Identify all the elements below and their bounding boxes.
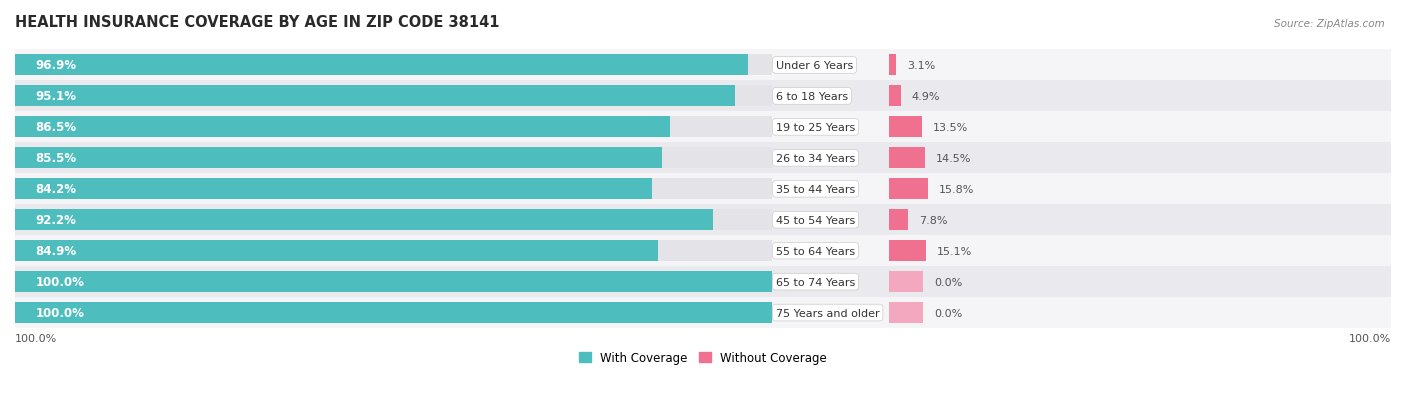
Text: 19 to 25 Years: 19 to 25 Years [776, 123, 855, 133]
Bar [15, 210, 772, 231]
Bar [15, 55, 772, 76]
Bar [15, 236, 1391, 266]
Text: 55 to 64 Years: 55 to 64 Years [776, 246, 855, 256]
Text: Source: ZipAtlas.com: Source: ZipAtlas.com [1274, 19, 1385, 28]
Bar [15, 86, 735, 107]
Legend: With Coverage, Without Coverage: With Coverage, Without Coverage [574, 347, 832, 369]
Bar [889, 117, 922, 138]
Bar [889, 302, 924, 323]
Text: 95.1%: 95.1% [35, 90, 77, 103]
Text: 13.5%: 13.5% [934, 123, 969, 133]
Bar [15, 143, 1391, 174]
Bar [15, 271, 772, 292]
Bar [889, 55, 897, 76]
Bar [15, 240, 658, 261]
Bar [15, 112, 1391, 143]
Text: 92.2%: 92.2% [35, 214, 76, 227]
Bar [15, 86, 772, 107]
Bar [889, 240, 927, 261]
Text: 45 to 54 Years: 45 to 54 Years [776, 215, 855, 225]
Bar [15, 205, 1391, 236]
Text: 86.5%: 86.5% [35, 121, 77, 134]
Bar [889, 86, 901, 107]
Text: 84.9%: 84.9% [35, 244, 77, 258]
Text: 0.0%: 0.0% [934, 277, 963, 287]
Text: 26 to 34 Years: 26 to 34 Years [776, 154, 855, 164]
Bar [15, 266, 1391, 297]
Bar [15, 55, 748, 76]
Text: 15.1%: 15.1% [938, 246, 973, 256]
Bar [15, 81, 1391, 112]
Text: 100.0%: 100.0% [35, 306, 84, 319]
Bar [15, 50, 1391, 81]
Text: Under 6 Years: Under 6 Years [776, 61, 853, 71]
Text: 7.8%: 7.8% [920, 215, 948, 225]
Text: 100.0%: 100.0% [35, 275, 84, 288]
Text: 96.9%: 96.9% [35, 59, 77, 72]
Bar [15, 179, 772, 200]
Bar [15, 148, 772, 169]
Text: 85.5%: 85.5% [35, 152, 77, 165]
Text: HEALTH INSURANCE COVERAGE BY AGE IN ZIP CODE 38141: HEALTH INSURANCE COVERAGE BY AGE IN ZIP … [15, 15, 499, 30]
Text: 14.5%: 14.5% [935, 154, 972, 164]
Bar [889, 148, 925, 169]
Bar [15, 302, 772, 323]
Bar [15, 271, 772, 292]
Text: 35 to 44 Years: 35 to 44 Years [776, 184, 855, 194]
Text: 100.0%: 100.0% [15, 333, 58, 343]
Bar [15, 174, 1391, 205]
Text: 84.2%: 84.2% [35, 183, 77, 196]
Bar [15, 179, 652, 200]
Text: 15.8%: 15.8% [939, 184, 974, 194]
Text: 100.0%: 100.0% [1348, 333, 1391, 343]
Bar [15, 117, 669, 138]
Bar [889, 210, 908, 231]
Text: 65 to 74 Years: 65 to 74 Years [776, 277, 855, 287]
Text: 4.9%: 4.9% [912, 92, 941, 102]
Bar [889, 179, 928, 200]
Bar [15, 148, 662, 169]
Bar [889, 271, 924, 292]
Text: 3.1%: 3.1% [907, 61, 936, 71]
Text: 75 Years and older: 75 Years and older [776, 308, 880, 318]
Bar [15, 297, 1391, 328]
Bar [15, 302, 772, 323]
Text: 6 to 18 Years: 6 to 18 Years [776, 92, 848, 102]
Bar [15, 240, 772, 261]
Bar [15, 117, 772, 138]
Text: 0.0%: 0.0% [934, 308, 963, 318]
Bar [15, 210, 713, 231]
